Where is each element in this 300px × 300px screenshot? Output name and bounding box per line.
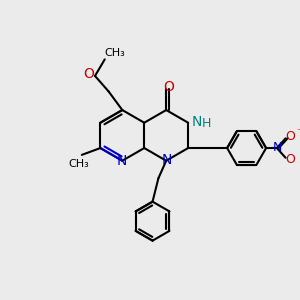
Text: N: N [117, 154, 128, 168]
Text: ⁻: ⁻ [296, 128, 300, 137]
Text: O: O [286, 153, 296, 166]
Text: O: O [286, 130, 296, 143]
Text: CH₃: CH₃ [68, 159, 89, 169]
Text: CH₃: CH₃ [104, 47, 125, 58]
Text: N: N [192, 115, 202, 129]
Text: H: H [202, 117, 211, 130]
Text: O: O [83, 67, 94, 81]
Text: N: N [273, 141, 283, 154]
Text: O: O [164, 80, 175, 94]
Text: N: N [162, 153, 172, 167]
